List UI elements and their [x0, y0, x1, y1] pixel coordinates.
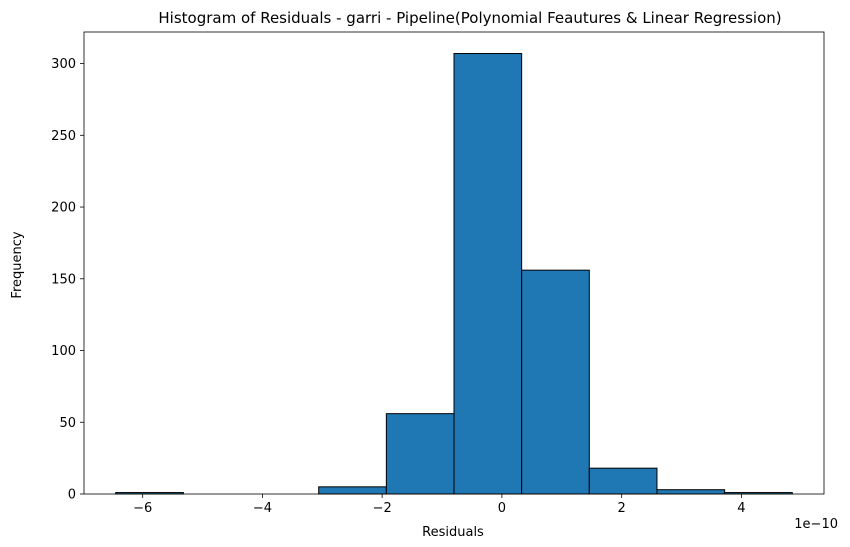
- plot-frame: [83, 31, 825, 495]
- bars-group: [115, 53, 793, 495]
- y-axis-ticks: 0 50 100 150 200 250 300: [51, 57, 84, 503]
- y-tick-label: 100: [51, 344, 76, 359]
- x-tick-label: −4: [253, 501, 272, 516]
- histogram-bar: [453, 53, 523, 495]
- y-tick-label: 300: [51, 57, 76, 72]
- y-tick-label: 50: [59, 416, 76, 431]
- x-tick-label: 2: [617, 501, 625, 516]
- histogram-bar: [318, 486, 387, 495]
- x-tick-label: 4: [737, 501, 745, 516]
- x-tick-label: 0: [498, 501, 506, 516]
- y-axis-label: Frequency: [10, 231, 25, 298]
- y-tick-label: 150: [51, 272, 76, 287]
- histogram-bar: [588, 467, 658, 495]
- x-tick-label: −2: [373, 501, 392, 516]
- y-tick-label: 200: [51, 201, 76, 216]
- chart-title: Histogram of Residuals - garri - Pipelin…: [158, 9, 781, 27]
- x-axis-offset-text: 1e−10: [794, 517, 838, 532]
- y-tick-label: 250: [51, 129, 76, 144]
- histogram-bar: [656, 489, 726, 495]
- x-tick-label: −6: [133, 501, 152, 516]
- histogram-bar: [385, 413, 455, 495]
- x-axis-ticks: −6 −4 −2 0 2 4: [133, 494, 746, 516]
- histogram-bar: [521, 269, 590, 495]
- x-axis-label: Residuals: [422, 525, 484, 540]
- y-tick-label: 0: [68, 488, 76, 503]
